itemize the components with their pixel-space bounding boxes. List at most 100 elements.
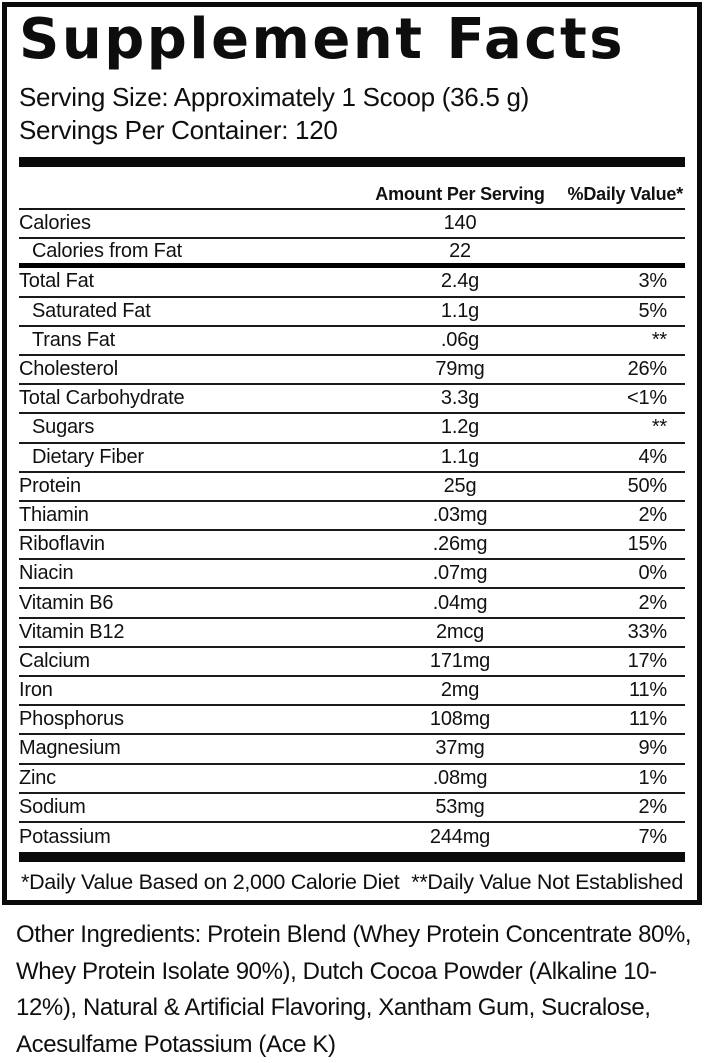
footnote-daily-value: *Daily Value Based on 2,000 Calorie Diet xyxy=(21,870,400,895)
nutrient-amount: 244mg xyxy=(429,826,491,849)
table-row: Niacin .07mg 0% xyxy=(19,560,685,590)
nutrient-name: Riboflavin xyxy=(19,533,105,556)
nutrient-name: Saturated Fat xyxy=(32,299,151,322)
divider-bar-top xyxy=(19,157,685,167)
nutrient-amount: 37mg xyxy=(435,737,485,760)
table-row: Phosphorus 108mg 11% xyxy=(19,706,685,736)
nutrient-daily-value: 5% xyxy=(638,299,667,322)
table-row: Dietary Fiber 1.1g 4% xyxy=(19,444,685,473)
nutrient-daily-value: <1% xyxy=(627,387,667,410)
nutrient-name: Niacin xyxy=(19,562,74,585)
panel-title: Supplement Facts xyxy=(19,7,626,72)
table-row: Zinc .08mg 1% xyxy=(19,765,685,794)
table-row: Thiamin .03mg 2% xyxy=(19,502,685,532)
table-row: Calories from Fat 22 xyxy=(19,239,685,269)
column-headers: Amount Per Serving %Daily Value* xyxy=(19,167,685,210)
table-row: Cholesterol 79mg 26% xyxy=(19,356,685,386)
facts-panel: Supplement Facts Serving Size: Approxima… xyxy=(2,2,702,905)
other-ingredients: Other Ingredients: Protein Blend (Whey P… xyxy=(16,921,692,1058)
nutrient-amount: 79mg xyxy=(435,358,485,381)
nutrient-name: Dietary Fiber xyxy=(32,445,144,468)
nutrient-name: Total Carbohydrate xyxy=(19,387,185,410)
nutrient-daily-value: 50% xyxy=(627,474,668,497)
nutrient-daily-value: 2% xyxy=(638,795,667,818)
nutrient-daily-value: ** xyxy=(651,328,667,351)
table-row: Magnesium 37mg 9% xyxy=(19,735,685,765)
nutrient-amount: 108mg xyxy=(429,708,491,731)
nutrient-daily-value: ** xyxy=(651,416,667,439)
nutrient-daily-value: 17% xyxy=(627,649,668,672)
nutrient-amount: 140 xyxy=(443,212,477,235)
table-row: Potassium 244mg 7% xyxy=(19,823,685,852)
nutrient-name: Iron xyxy=(19,679,53,702)
nutrient-name: Vitamin B12 xyxy=(19,620,125,643)
nutrient-daily-value: 2% xyxy=(638,591,667,614)
table-row: Protein 25g 50% xyxy=(19,473,685,502)
nutrient-amount: 22 xyxy=(449,239,471,262)
serving-size: Serving Size: Approximately 1 Scoop (36.… xyxy=(19,82,529,112)
footnotes: *Daily Value Based on 2,000 Calorie Diet… xyxy=(19,862,685,895)
nutrient-daily-value: 1% xyxy=(638,766,667,789)
table-row: Iron 2mg 11% xyxy=(19,677,685,707)
nutrient-name: Cholesterol xyxy=(19,358,118,381)
nutrient-daily-value: 3% xyxy=(638,270,667,293)
nutrient-name: Sugars xyxy=(32,416,95,439)
nutrient-amount: 1.1g xyxy=(440,445,480,468)
nutrient-amount: 171mg xyxy=(429,649,491,672)
nutrient-table: Calories 140 Calories from Fat 22 Total … xyxy=(19,210,685,852)
nutrient-amount: .04mg xyxy=(432,591,488,614)
nutrient-daily-value: 4% xyxy=(638,445,667,468)
nutrient-name: Magnesium xyxy=(19,737,121,760)
nutrient-amount: 2.4g xyxy=(440,270,480,293)
nutrient-name: Vitamin B6 xyxy=(19,591,114,614)
nutrient-name: Phosphorus xyxy=(19,708,124,731)
amount-column-header: Amount Per Serving xyxy=(375,184,545,204)
table-row: Saturated Fat 1.1g 5% xyxy=(19,298,685,327)
nutrient-amount: 2mcg xyxy=(435,620,485,643)
nutrient-amount: 25g xyxy=(443,474,477,497)
nutrient-amount: 1.1g xyxy=(440,299,480,322)
nutrient-daily-value: 0% xyxy=(638,562,667,585)
table-row: Trans Fat .06g ** xyxy=(19,327,685,356)
nutrient-daily-value: 33% xyxy=(627,620,668,643)
nutrient-daily-value: 2% xyxy=(638,503,667,526)
nutrient-amount: .06g xyxy=(440,328,480,351)
divider-bar-bottom xyxy=(19,852,685,863)
nutrient-daily-value: 7% xyxy=(638,826,667,849)
nutrient-name: Potassium xyxy=(19,826,111,849)
daily-value-column-header: %Daily Value* xyxy=(567,184,684,204)
nutrient-name: Calories from Fat xyxy=(32,239,182,262)
nutrient-daily-value: 9% xyxy=(638,737,667,760)
footnote-not-established: **Daily Value Not Established xyxy=(411,870,683,895)
table-row: Riboflavin .26mg 15% xyxy=(19,531,685,561)
table-row: Total Carbohydrate 3.3g <1% xyxy=(19,385,685,415)
nutrient-amount: 1.2g xyxy=(440,416,480,439)
nutrient-name: Total Fat xyxy=(19,270,94,293)
nutrient-amount: 2mg xyxy=(440,679,480,702)
nutrient-daily-value: 11% xyxy=(629,708,667,731)
nutrient-amount: .03mg xyxy=(432,503,488,526)
nutrient-daily-value: 26% xyxy=(627,358,668,381)
servings-per-container: Servings Per Container: 120 xyxy=(19,115,338,145)
nutrient-daily-value: 11% xyxy=(629,679,667,702)
table-row: Sugars 1.2g ** xyxy=(19,414,685,444)
nutrient-name: Thiamin xyxy=(19,503,89,526)
nutrient-daily-value: 15% xyxy=(627,533,668,556)
nutrient-name: Zinc xyxy=(19,766,56,789)
table-row: Calcium 171mg 17% xyxy=(19,648,685,677)
nutrient-name: Trans Fat xyxy=(32,328,116,351)
nutrient-amount: .26mg xyxy=(432,533,488,556)
table-row: Sodium 53mg 2% xyxy=(19,794,685,823)
table-row: Vitamin B6 .04mg 2% xyxy=(19,589,685,619)
nutrient-amount: 53mg xyxy=(435,795,485,818)
nutrient-name: Calcium xyxy=(19,649,90,672)
nutrient-amount: .07mg xyxy=(432,562,488,585)
nutrient-name: Sodium xyxy=(19,795,86,818)
nutrient-amount: .08mg xyxy=(432,766,488,789)
table-row: Total Fat 2.4g 3% xyxy=(19,268,685,298)
table-row: Calories 140 xyxy=(19,210,685,240)
nutrient-name: Calories xyxy=(19,212,91,235)
table-row: Vitamin B12 2mcg 33% xyxy=(19,619,685,648)
nutrient-name: Protein xyxy=(19,474,81,497)
